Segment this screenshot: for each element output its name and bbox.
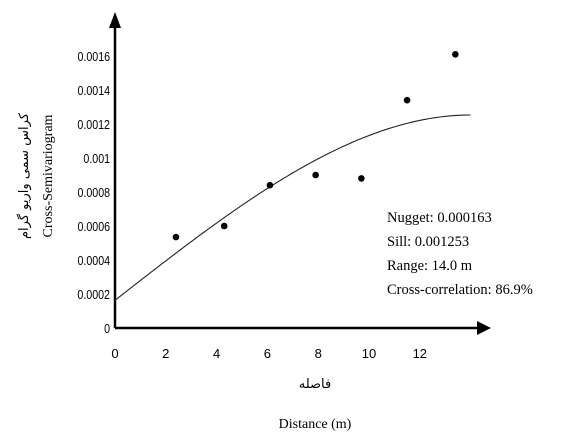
- x-tick-label: 6: [264, 346, 271, 361]
- y-tick-label: 0.0012: [77, 117, 110, 132]
- y-tick-label: 0.0004: [78, 253, 111, 268]
- x-tick-label: 2: [162, 346, 169, 361]
- data-points: [172, 51, 459, 241]
- x-axis-label-fa: فاصله: [299, 377, 332, 392]
- data-point: [266, 181, 274, 189]
- y-axis-label-fa: کراس سمی واریو گرام: [16, 112, 32, 239]
- y-tick-label: 0.001: [83, 151, 110, 166]
- x-tick-label: 8: [315, 346, 322, 361]
- x-axis-arrow: [477, 321, 491, 335]
- annotation-nugget: Nugget: 0.000163: [387, 210, 492, 226]
- data-point: [312, 171, 319, 179]
- spherical-model-curve: [114, 114, 471, 301]
- y-axis-label-en: Cross-Semivariogram: [41, 114, 56, 237]
- data-point: [172, 233, 180, 241]
- x-tick-label: 4: [213, 346, 220, 361]
- y-tick-label: 0.0014: [78, 83, 111, 98]
- x-axis-label-en: Distance (m): [279, 417, 352, 432]
- x-tick-labels: 0 2 4 6 8 10 12: [111, 346, 427, 361]
- x-tick-label: 12: [413, 346, 427, 361]
- y-tick-label: 0.0016: [78, 49, 111, 64]
- annotation-cross-correlation: Cross-correlation: 86.9%: [387, 282, 533, 298]
- data-point: [403, 96, 411, 104]
- y-tick-label: 0.0008: [78, 185, 111, 200]
- y-tick-label: 0: [104, 321, 110, 336]
- y-tick-label: 0.0002: [77, 287, 110, 302]
- x-tick-label: 10: [362, 346, 376, 361]
- annotation-sill: Sill: 0.001253: [387, 234, 469, 250]
- x-tick-label: 0: [111, 346, 118, 361]
- y-tick-labels: 0 0.0002 0.0004 0.0006 0.0008 0.001 0.0012 0.00…: [77, 49, 110, 336]
- annotation-range: Range: 14.0 m: [387, 258, 473, 274]
- data-point: [358, 175, 365, 182]
- data-point: [220, 222, 228, 230]
- y-axis-arrow: [109, 12, 121, 28]
- data-point: [452, 51, 459, 58]
- y-tick-label: 0.0006: [78, 219, 111, 234]
